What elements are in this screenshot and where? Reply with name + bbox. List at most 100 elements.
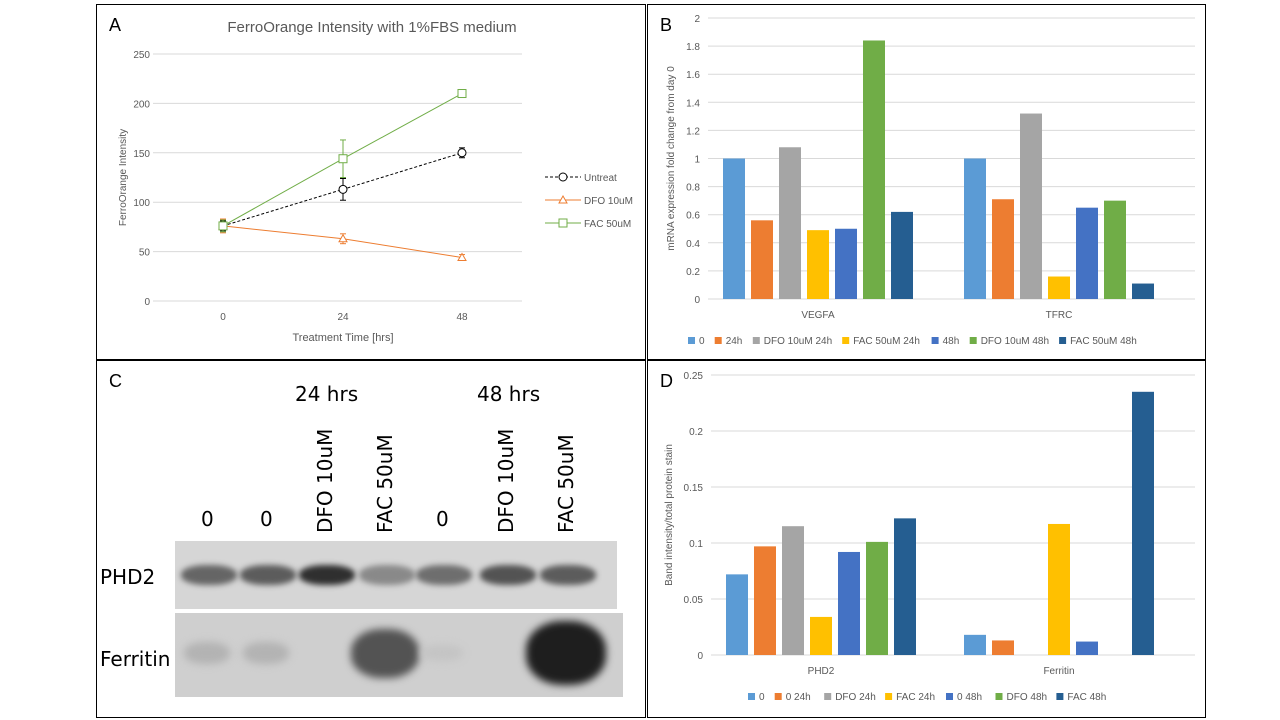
y-tick-label: 1.8 bbox=[686, 42, 700, 53]
legend-label: DFO 24h bbox=[835, 692, 876, 703]
legend-swatch bbox=[931, 337, 939, 344]
data-point bbox=[558, 218, 568, 228]
lane-label: 0 bbox=[201, 507, 214, 531]
lane-label: DFO 10uM bbox=[313, 428, 337, 533]
y-tick-label: 1.2 bbox=[686, 126, 700, 137]
legend-label: 48h bbox=[943, 336, 960, 347]
bar bbox=[863, 40, 885, 299]
y-axis-label: FerroOrange Intensity bbox=[118, 129, 129, 226]
data-point bbox=[457, 252, 467, 262]
category-label: PHD2 bbox=[808, 666, 835, 677]
legend-swatch bbox=[688, 337, 695, 344]
y-tick-label: 150 bbox=[133, 149, 150, 160]
legend-label: FAC 50uM 48h bbox=[1070, 336, 1137, 347]
legend-swatch bbox=[946, 693, 953, 700]
bar bbox=[1076, 641, 1098, 655]
lane-label: FAC 50uM bbox=[373, 434, 397, 533]
lane-label: 0 bbox=[260, 507, 273, 531]
panel-d: D 0 0.05 0.1 0.15 0.2 0.25 PHD2 Ferritin Band in… bbox=[647, 360, 1206, 718]
data-point bbox=[218, 221, 228, 231]
data-point bbox=[338, 184, 348, 194]
bar bbox=[964, 634, 986, 655]
legend-label: 0 bbox=[759, 692, 765, 703]
bar bbox=[964, 158, 986, 299]
y-tick-label: 0.4 bbox=[686, 239, 700, 250]
bar bbox=[754, 546, 776, 655]
legend-swatch bbox=[824, 693, 832, 700]
legend-swatch bbox=[842, 337, 850, 344]
legend-label: DFO 10uM bbox=[584, 196, 633, 207]
legend-swatch bbox=[885, 693, 893, 700]
legend-swatch bbox=[748, 693, 755, 700]
legend-swatch bbox=[1059, 337, 1067, 344]
legend-label: 0 24h bbox=[786, 692, 811, 703]
legend-swatch bbox=[752, 337, 760, 344]
legend-label: 0 48h bbox=[957, 692, 982, 703]
panel-c-letter: C bbox=[109, 371, 122, 391]
bar bbox=[807, 230, 829, 299]
data-point bbox=[558, 172, 568, 182]
phd2-band bbox=[480, 565, 536, 585]
line-chart-ferroorange: FerroOrange Intensity with 1%FBS medium 0… bbox=[118, 19, 633, 344]
ferritin-band bbox=[351, 628, 419, 678]
y-tick-label: 250 bbox=[133, 50, 150, 61]
legend-swatch bbox=[774, 693, 782, 700]
bar bbox=[810, 616, 832, 655]
panel-b-letter: B bbox=[660, 15, 673, 35]
y-tick-label: 0 bbox=[697, 651, 703, 662]
legend-label: FAC 24h bbox=[896, 692, 935, 703]
y-tick-label: 0.1 bbox=[689, 539, 703, 550]
legend-label: DFO 10uM 24h bbox=[764, 336, 832, 347]
panel-a-letter: A bbox=[109, 15, 122, 35]
bar bbox=[894, 518, 916, 655]
legend-label: FAC 48h bbox=[1067, 692, 1106, 703]
bar bbox=[1132, 283, 1154, 299]
legend-label: DFO 48h bbox=[1007, 692, 1048, 703]
phd2-band bbox=[359, 565, 415, 585]
legend-label: 24h bbox=[726, 336, 743, 347]
y-tick-label: 1 bbox=[694, 155, 700, 166]
y-tick-label: 0.8 bbox=[686, 183, 700, 194]
data-point bbox=[457, 89, 467, 99]
y-tick-label: 0 bbox=[694, 295, 700, 306]
legend-label: 0 bbox=[699, 336, 705, 347]
legend-swatch bbox=[714, 337, 722, 344]
data-point bbox=[457, 148, 467, 158]
phd2-band bbox=[299, 565, 355, 585]
data-point bbox=[338, 154, 348, 164]
y-tick-label: 200 bbox=[133, 99, 150, 110]
y-tick-label: 0.6 bbox=[686, 211, 700, 222]
y-tick-label: 50 bbox=[139, 248, 151, 259]
category-label: TFRC bbox=[1046, 310, 1073, 321]
lane-label: DFO 10uM bbox=[494, 428, 518, 533]
category-label: Ferritin bbox=[1043, 666, 1074, 677]
category-label: VEGFA bbox=[801, 310, 835, 321]
group-label-24h: 24 hrs bbox=[295, 382, 359, 406]
bar bbox=[866, 541, 888, 655]
x-tick-label: 0 bbox=[220, 312, 226, 323]
y-tick-label: 0.2 bbox=[689, 427, 703, 438]
blot-ferritin-strip bbox=[175, 613, 623, 697]
y-tick-label: 0.2 bbox=[686, 267, 700, 278]
ferritin-band bbox=[421, 644, 463, 662]
panel-d-letter: D bbox=[660, 371, 673, 391]
x-tick-label: 48 bbox=[456, 312, 468, 323]
blot-phd2-strip bbox=[175, 541, 617, 609]
panel-a: A FerroOrange Intensity with 1%FBS mediu… bbox=[96, 4, 646, 360]
bar bbox=[992, 199, 1014, 299]
panel-c: C 24 hrs 48 hrs 0 0 DFO 10uM FAC 50uM 0 DFO 1… bbox=[96, 360, 646, 718]
legend-label: FAC 50uM 24h bbox=[853, 336, 920, 347]
y-tick-label: 1.6 bbox=[686, 70, 700, 81]
chart-title: FerroOrange Intensity with 1%FBS medium bbox=[227, 19, 516, 36]
data-point bbox=[558, 194, 568, 204]
x-axis-label: Treatment Time [hrs] bbox=[292, 332, 393, 344]
bar bbox=[992, 640, 1014, 655]
panel-b: B 0 0.2 0.4 0.6 0.8 1 1.2 1.4 1.6 1.8 2 VEGFA TFRC mR… bbox=[647, 4, 1206, 360]
phd2-band bbox=[181, 565, 237, 585]
y-tick-label: 0.25 bbox=[684, 371, 704, 382]
y-tick-label: 0.15 bbox=[684, 483, 704, 494]
y-tick-label: 100 bbox=[133, 198, 150, 209]
legend-label: DFO 10uM 48h bbox=[981, 336, 1049, 347]
y-axis-label: mRNA expression fold change from day 0 bbox=[666, 66, 677, 251]
bar-chart-band-intensity: 0 0.05 0.1 0.15 0.2 0.25 PHD2 Ferritin Band inte… bbox=[664, 371, 1195, 703]
